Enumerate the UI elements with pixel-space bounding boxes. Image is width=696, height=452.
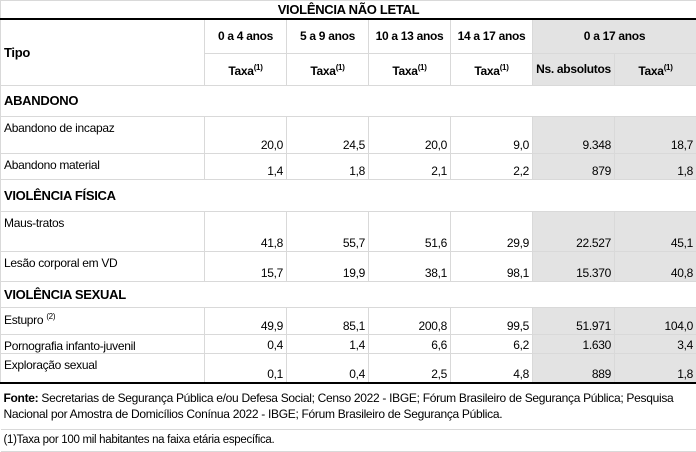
value-cell: 20,0 (204, 115, 287, 154)
value-cell: 38,1 (368, 250, 451, 282)
table-row: Abandono material 1,4 1,8 2,1 2,2 879 1,8 (0, 152, 696, 180)
value-cell: 20,0 (368, 115, 451, 154)
value-cell: 18,7 (613, 115, 696, 154)
header-age-10-13: 10 a 13 anos (368, 18, 451, 54)
value-cell: 85,1 (286, 306, 369, 335)
value-cell: 0,4 (286, 352, 369, 384)
value-cell: 99,5 (450, 306, 533, 335)
table-row: Abandono de incapaz 20,0 24,5 20,0 9,0 9.348 1… (0, 115, 696, 154)
value-cell: 29,9 (450, 210, 533, 252)
value-cell: 3,4 (613, 333, 696, 354)
value-cell: 1,8 (613, 352, 696, 384)
row-label: Exploração sexual (0, 352, 205, 384)
value-cell: 9,0 (450, 115, 533, 154)
value-cell: 104,0 (613, 306, 696, 335)
value-cell: 24,5 (286, 115, 369, 154)
value-cell: 879 (532, 152, 615, 180)
value-cell: 51,6 (368, 210, 451, 252)
value-cell: 1.630 (532, 333, 615, 354)
header-taxa: Taxa(1) (450, 52, 533, 86)
table-row: Lesão corporal em VD 15,7 19,9 38,1 98,1 15.3… (0, 250, 696, 282)
row-label: Lesão corporal em VD (0, 250, 205, 282)
header-age-0-4: 0 a 4 anos (204, 18, 287, 54)
value-cell: 2,2 (450, 152, 533, 180)
value-cell: 15.370 (532, 250, 615, 282)
table-row: Maus-tratos 41,8 55,7 51,6 29,9 22.527 45,1 (0, 210, 696, 252)
header-age-5-9: 5 a 9 anos (286, 18, 369, 54)
value-cell: 1,4 (204, 152, 287, 180)
table-row: Pornografia infanto-juvenil 0,4 1,4 6,6 6,2 1… (0, 333, 696, 354)
value-cell: 1,8 (286, 152, 369, 180)
row-label: Estupro (2) (0, 306, 205, 335)
section-header: ABANDONO (0, 84, 696, 117)
value-cell: 49,9 (204, 306, 287, 335)
value-cell: 40,8 (613, 250, 696, 282)
header-total-group: 0 a 17 anos (531, 18, 696, 54)
value-cell: 0,1 (204, 352, 287, 384)
row-label: Abandono material (0, 152, 205, 180)
value-cell: 41,8 (204, 210, 287, 252)
value-cell: 55,7 (286, 210, 369, 252)
value-cell: 200,8 (368, 306, 451, 335)
value-cell: 22.527 (532, 210, 615, 252)
value-cell: 2,5 (368, 352, 451, 384)
header-taxa: Taxa(1) (204, 52, 287, 86)
value-cell: 6,2 (450, 333, 533, 354)
value-cell: 1,4 (286, 333, 369, 354)
row-label: Abandono de incapaz (0, 115, 205, 154)
value-cell: 15,7 (204, 250, 287, 282)
table-row: Estupro (2) 49,9 85,1 200,8 99,5 51.971 104,0 (0, 306, 696, 335)
value-cell: 45,1 (613, 210, 696, 252)
value-cell: 19,9 (286, 250, 369, 282)
value-cell: 0,4 (204, 333, 287, 354)
header-taxa: Taxa(1) (368, 52, 451, 86)
value-cell: 889 (532, 352, 615, 384)
row-label: Pornografia infanto-juvenil (0, 333, 205, 354)
header-age-14-17: 14 a 17 anos (450, 18, 533, 54)
table-title: VIOLÊNCIA NÃO LETAL (0, 0, 696, 20)
section-header: VIOLÊNCIA SEXUAL (0, 280, 696, 308)
header-ns-absolutos: Ns. absolutos (532, 52, 615, 86)
value-cell: 98,1 (450, 250, 533, 282)
row-label: Maus-tratos (0, 210, 205, 252)
footnote-1: (1)Taxa por 100 mil habitantes na faixa … (0, 428, 696, 452)
value-cell: 4,8 (450, 352, 533, 384)
value-cell: 6,6 (368, 333, 451, 354)
section-header: VIOLÊNCIA FÍSICA (0, 178, 696, 212)
table-row: Exploração sexual 0,1 0,4 2,5 4,8 889 1,8 (0, 352, 696, 384)
value-cell: 1,8 (613, 152, 696, 180)
value-cell: 51.971 (532, 306, 615, 335)
table-body: ABANDONO Abandono de incapaz 20,0 24,5 20,0 9… (0, 84, 696, 384)
value-cell: 9.348 (532, 115, 615, 154)
value-cell: 2,1 (368, 152, 451, 180)
header-taxa-total: Taxa(1) (613, 52, 696, 86)
header-tipo: Tipo (0, 18, 205, 86)
source-note: Fonte: Secretarias de Segurança Pública … (0, 382, 696, 430)
header-taxa: Taxa(1) (286, 52, 369, 86)
